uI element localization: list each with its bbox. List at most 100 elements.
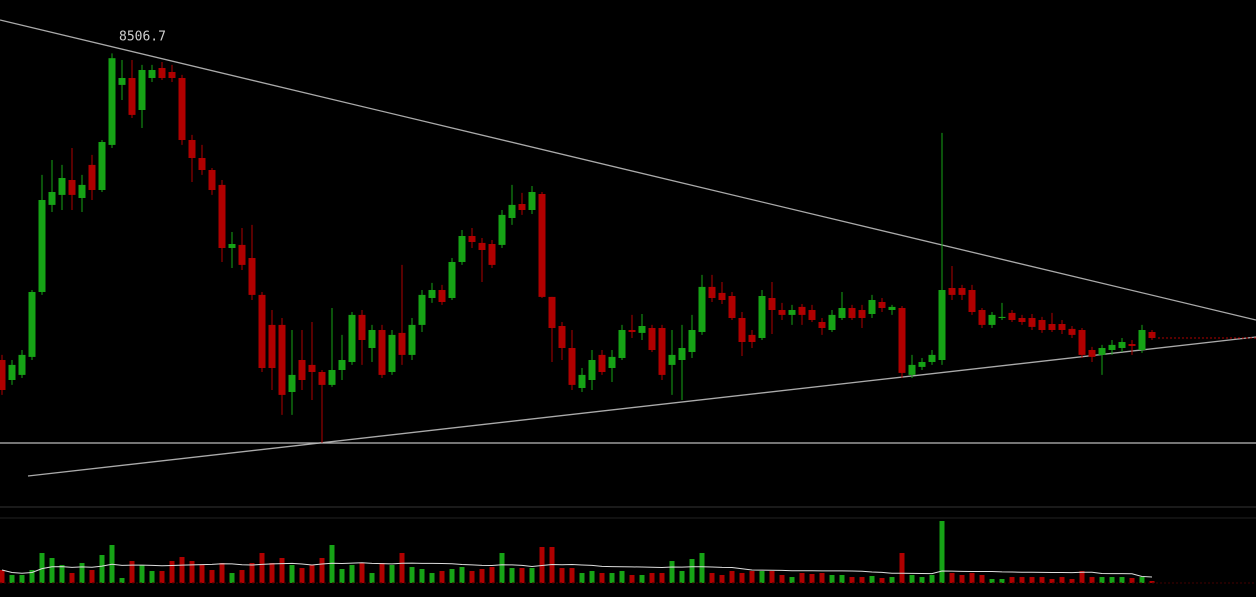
candle-body xyxy=(338,360,346,370)
volume-ma xyxy=(1,562,1153,578)
candle-body xyxy=(518,204,526,210)
volume-bar xyxy=(799,573,805,583)
volume-bar xyxy=(979,575,985,583)
candle-body xyxy=(1008,312,1016,320)
volume-bar xyxy=(359,563,365,583)
volume-bar xyxy=(559,568,565,583)
candle-body xyxy=(658,328,666,375)
candle-body xyxy=(478,242,486,250)
volume-bar xyxy=(469,571,475,583)
volume-bar xyxy=(1039,577,1045,583)
candle-body xyxy=(108,58,116,145)
candle-body xyxy=(118,78,126,85)
candle-body xyxy=(318,372,326,385)
volume-bar xyxy=(579,573,585,583)
volume-bar xyxy=(449,569,455,583)
candle-body xyxy=(728,296,736,318)
volume-bar xyxy=(229,573,235,583)
candle-body xyxy=(88,164,96,190)
candle-body xyxy=(528,192,536,210)
candle-body xyxy=(1118,342,1126,348)
volume-bar xyxy=(599,573,605,583)
volume-bar xyxy=(769,571,775,583)
candle-body xyxy=(1088,350,1096,357)
volume-bar xyxy=(369,573,375,583)
volume-bar xyxy=(859,577,865,583)
candle-body xyxy=(608,356,616,368)
candle-body xyxy=(808,310,816,320)
candle-body xyxy=(218,184,226,248)
candle-body xyxy=(128,78,136,115)
volume-bar xyxy=(1089,577,1095,583)
candle-body xyxy=(1018,318,1026,322)
candle-body xyxy=(458,236,466,262)
candle-body xyxy=(408,324,416,355)
volume-bar xyxy=(849,577,855,583)
candle-body xyxy=(398,332,406,355)
candle-body xyxy=(668,354,676,365)
candle-body xyxy=(38,200,46,292)
candle-body xyxy=(238,244,246,265)
candle-body xyxy=(78,184,86,198)
volume-bar xyxy=(279,558,285,583)
volume-bar xyxy=(749,571,755,583)
volume-bar xyxy=(629,575,635,583)
volume-bar xyxy=(619,571,625,583)
volume-bar xyxy=(1129,578,1135,583)
volume-bar xyxy=(299,568,305,583)
volume-bar xyxy=(169,561,175,583)
volume-bar xyxy=(509,568,515,583)
candle-body xyxy=(48,192,56,205)
volume-bar xyxy=(969,573,975,583)
candle-body xyxy=(208,170,216,190)
volume-bar xyxy=(1079,571,1085,583)
volume-bar xyxy=(1049,579,1055,583)
candle-body xyxy=(358,314,366,340)
candle-body xyxy=(298,360,306,380)
volume-bar xyxy=(1069,579,1075,583)
volume-bar xyxy=(149,571,155,583)
candle-body xyxy=(1058,324,1066,330)
candle-body xyxy=(888,306,896,310)
candle-body xyxy=(758,296,766,338)
candle-body xyxy=(958,288,966,295)
candle-body xyxy=(1068,328,1076,335)
volume-bar xyxy=(819,573,825,583)
candle-body xyxy=(388,334,396,372)
candles xyxy=(0,53,1156,443)
volume-bar xyxy=(59,565,65,583)
volume-bar xyxy=(1109,577,1115,583)
volume-bar xyxy=(839,575,845,583)
candle-body xyxy=(868,300,876,314)
volume-bar xyxy=(199,565,205,583)
volume-bar xyxy=(929,575,935,583)
volume-bar xyxy=(789,577,795,583)
candle-body xyxy=(348,314,356,362)
volume-bar xyxy=(269,563,275,583)
candle-body xyxy=(988,314,996,325)
candle-body xyxy=(578,374,586,388)
candle-body xyxy=(1148,332,1156,338)
volume-bar xyxy=(1019,577,1025,583)
candle-body xyxy=(148,70,156,78)
volume-bar xyxy=(99,555,105,583)
candle-body xyxy=(438,290,446,302)
candle-body xyxy=(898,308,906,373)
volume-bar xyxy=(289,565,295,583)
volume-bar xyxy=(529,568,535,583)
candle-body xyxy=(1078,330,1086,355)
candle-body xyxy=(288,374,296,392)
volume-bar xyxy=(939,521,945,583)
candle-body xyxy=(568,348,576,385)
volume-bar xyxy=(19,575,25,583)
volume-bar xyxy=(1009,577,1015,583)
volume-bar xyxy=(909,575,915,583)
candle-body xyxy=(8,364,16,380)
candle-body xyxy=(698,286,706,332)
volume-bar xyxy=(779,575,785,583)
candle-body xyxy=(938,290,946,360)
volume-bar xyxy=(699,553,705,583)
volume-bar xyxy=(309,565,315,583)
candle-body xyxy=(588,360,596,380)
candle-body xyxy=(1038,320,1046,330)
